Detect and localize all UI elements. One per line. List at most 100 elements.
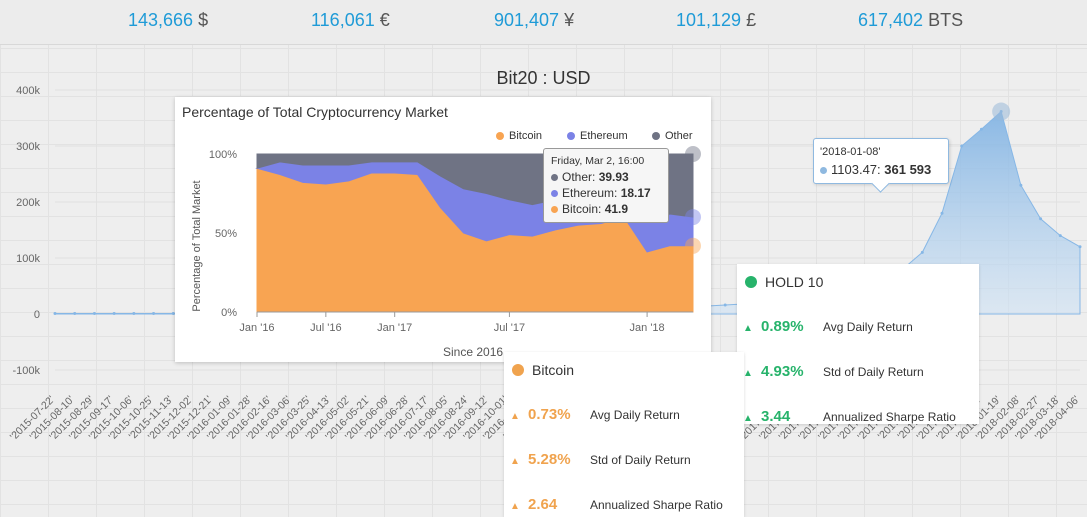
y-tick-label: -100k [12, 365, 40, 377]
y-tick-label: 0 [34, 309, 40, 321]
x-tick-label: Jan '18 [630, 322, 665, 334]
series-dot-icon [820, 167, 827, 174]
stat-bts: 617,402 BTS [858, 10, 963, 31]
legend-dot-icon [496, 132, 504, 141]
data-point [1078, 245, 1082, 249]
share-chart-title: Percentage of Total Cryptocurrency Marke… [182, 104, 448, 120]
data-point [171, 311, 175, 315]
share-tooltip-value: 41.9 [604, 202, 629, 216]
stat-value: 101,129 [676, 10, 742, 30]
hold10-stats-card: HOLD 10 ▲ 0.89% Avg Daily Return ▲ 4.93% Std… [737, 264, 979, 425]
data-point [152, 311, 156, 315]
x-tick-label: Jul '17 [494, 322, 525, 334]
share-tooltip-row: Bitcoin: 41.9 [551, 202, 628, 216]
share-tooltip-label: Ethereum: [562, 186, 618, 200]
card-header: HOLD 10 [745, 274, 823, 290]
metric-avg-daily-return: ▲ 0.89% Avg Daily Return [743, 318, 913, 335]
y-tick-label: 200k [16, 197, 40, 209]
up-triangle-icon: ▲ [743, 413, 753, 424]
data-point [1019, 183, 1023, 187]
share-tooltip-row: Ethereum: 18.17 [551, 186, 651, 200]
metric-label: Std of Daily Return [823, 365, 924, 379]
metric-sharpe-ratio: ▲ 2.64 Annualized Sharpe Ratio [510, 496, 723, 513]
y-tick-label: 50% [215, 228, 237, 240]
card-title: Bitcoin [532, 362, 575, 378]
metric-label: Std of Daily Return [590, 453, 691, 467]
y-tick-label: 100% [209, 149, 237, 161]
card-header: Bitcoin [512, 362, 574, 378]
tooltip-date: '2018-01-08' [820, 146, 881, 158]
stat-jpy: 901,407 ¥ [494, 10, 574, 31]
series-dot-icon [551, 190, 558, 197]
metric-value: 3.44 [761, 408, 791, 425]
stat-value: 116,061 [311, 10, 375, 30]
share-stacked-area-chart[interactable]: 100% 50% 0%Jan '16 Jul '16 Jan '17 Jul '17 Jan… [175, 97, 711, 362]
stat-unit: $ [198, 10, 209, 30]
legend-dot-icon [652, 132, 660, 141]
legend-item-ethereum[interactable]: Ethereum [567, 130, 628, 142]
legend-item-other[interactable]: Other [652, 130, 693, 142]
legend-label: Ethereum [580, 130, 628, 142]
metric-avg-daily-return: ▲ 0.73% Avg Daily Return [510, 406, 680, 423]
up-triangle-icon: ▲ [743, 368, 753, 379]
tooltip-label: 1103.47: [831, 162, 881, 177]
metric-value: 4.93% [761, 363, 804, 380]
legend-label: Bitcoin [509, 130, 543, 142]
hover-marker [685, 146, 701, 162]
x-tick-label: Jan '17 [377, 322, 412, 334]
y-tick-label: 400k [16, 85, 40, 97]
share-tooltip-value: 18.17 [620, 186, 651, 200]
series-dot-icon [551, 206, 558, 213]
metric-value: 0.89% [761, 318, 804, 335]
stat-gbp: 101,129 £ [676, 10, 756, 31]
data-point [723, 303, 727, 307]
stat-usd: 143,666 $ [128, 10, 208, 31]
share-tooltip-label: Other: [562, 170, 596, 184]
stat-value: 617,402 [858, 10, 924, 30]
y-tick-label: 0% [221, 307, 237, 319]
data-point [940, 211, 944, 215]
stat-unit: ¥ [564, 10, 575, 30]
share-tooltip: Friday, Mar 2, 16:00 Other: 39.93 Ethere… [543, 148, 669, 223]
data-point [92, 311, 96, 315]
share-x-axis-label: Since 2016 [443, 345, 504, 359]
legend-label: Other [665, 130, 693, 142]
data-point [960, 144, 964, 148]
data-point [979, 127, 983, 131]
stat-unit: BTS [928, 10, 964, 30]
tooltip-row: 1103.47: 361 593 [820, 162, 931, 177]
metric-label: Annualized Sharpe Ratio [590, 498, 723, 512]
up-triangle-icon: ▲ [743, 323, 753, 334]
metric-label: Avg Daily Return [823, 320, 913, 334]
data-point [53, 311, 57, 315]
main-chart-tooltip: '2018-01-08' 1103.47: 361 593 [813, 138, 949, 193]
stats-bar: 143,666 $ 116,061 € 901,407 ¥ 101,129 £ … [0, 0, 1087, 45]
stat-value: 143,666 [128, 10, 194, 30]
metric-value: 5.28% [528, 451, 571, 468]
stat-value: 901,407 [494, 10, 560, 30]
data-point [132, 311, 136, 315]
up-triangle-icon: ▲ [510, 456, 520, 467]
tooltip-value: 361 593 [884, 162, 932, 177]
share-tooltip-value: 39.93 [598, 170, 629, 184]
data-point [920, 250, 924, 254]
main-chart-title: Bit20 : USD [496, 68, 591, 88]
stat-eur: 116,061 € [311, 10, 390, 31]
stat-unit: € [379, 10, 390, 30]
market-share-panel: Percentage of Total Cryptocurrency Marke… [175, 97, 711, 362]
y-tick-label: 100k [16, 253, 40, 265]
hover-marker [685, 237, 701, 254]
y-tick-label: 300k [16, 141, 40, 153]
card-title: HOLD 10 [765, 274, 824, 290]
data-point [73, 311, 77, 315]
data-point [112, 311, 116, 315]
metric-std-daily-return: ▲ 4.93% Std of Daily Return [743, 363, 924, 380]
up-triangle-icon: ▲ [510, 501, 520, 512]
metric-label: Annualized Sharpe Ratio [823, 410, 956, 424]
data-point [1039, 217, 1043, 221]
status-dot-icon [512, 364, 524, 376]
legend-dot-icon [567, 132, 575, 141]
share-tooltip-header: Friday, Mar 2, 16:00 [551, 155, 645, 167]
legend-item-bitcoin[interactable]: Bitcoin [496, 130, 542, 142]
share-tooltip-row: Other: 39.93 [551, 170, 629, 184]
